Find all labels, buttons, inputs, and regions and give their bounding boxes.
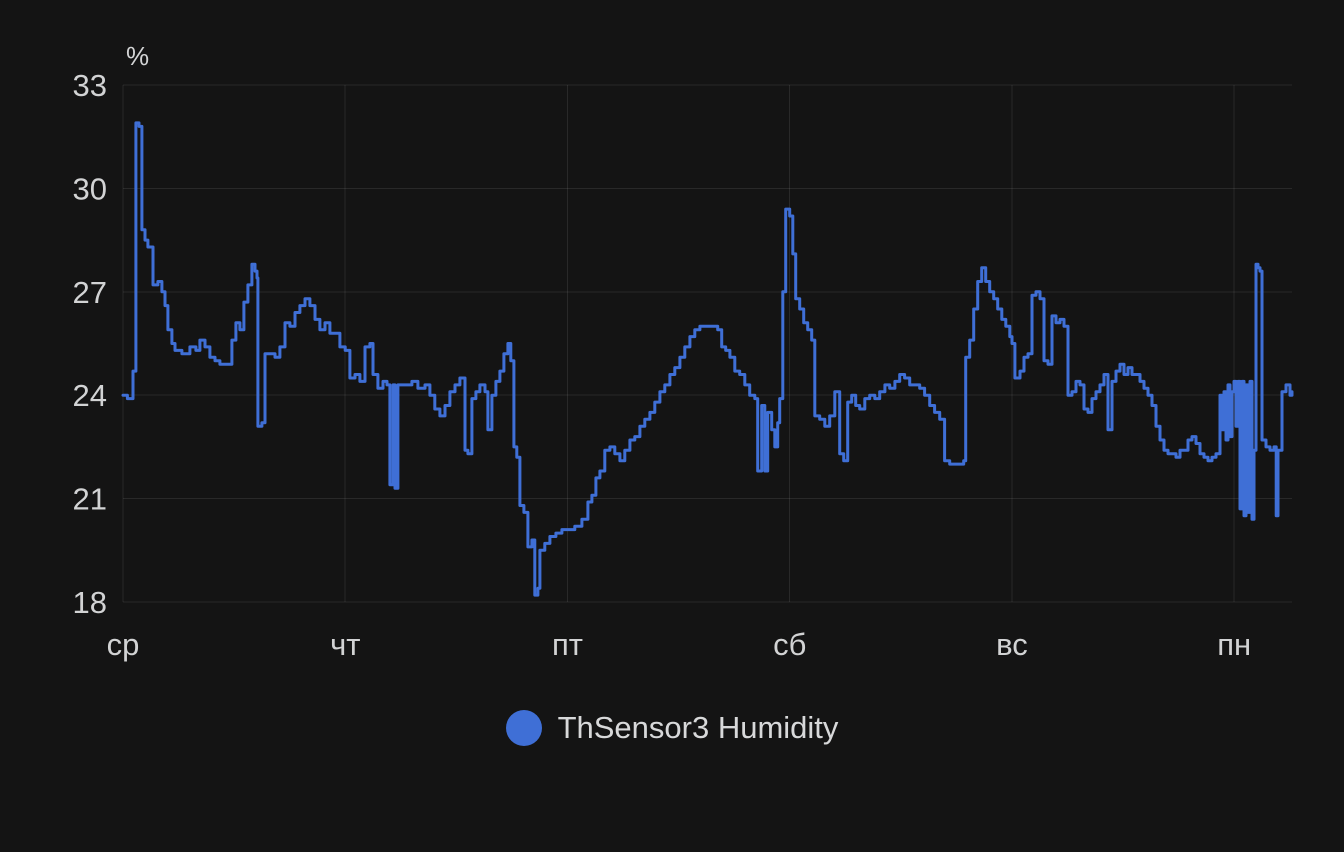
y-tick-label: 33	[73, 68, 107, 103]
x-tick-label: ср	[107, 627, 140, 662]
legend-series-label: ThSensor3 Humidity	[557, 710, 839, 745]
x-tick-label: сб	[773, 627, 806, 662]
y-tick-label: 21	[73, 482, 107, 517]
y-tick-label: 30	[73, 171, 107, 206]
legend-series-swatch	[505, 710, 542, 746]
y-tick-label: 27	[73, 275, 107, 310]
y-tick-label: 24	[73, 378, 107, 413]
humidity-series-line	[121, 121, 1294, 597]
legend-item-thsensor3-humidity[interactable]: ThSensor3 Humidity	[0, 710, 1344, 746]
y-axis-unit-label: %	[126, 41, 149, 71]
x-tick-label: вс	[996, 627, 1028, 662]
x-tick-label: пн	[1217, 627, 1251, 662]
x-tick-label: чт	[330, 627, 360, 662]
x-tick-label: пт	[552, 627, 583, 662]
y-tick-label: 18	[73, 585, 107, 620]
